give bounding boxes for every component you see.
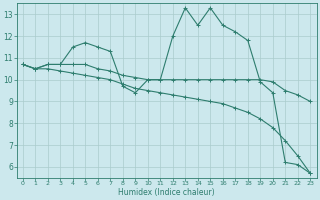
X-axis label: Humidex (Indice chaleur): Humidex (Indice chaleur) [118, 188, 215, 197]
